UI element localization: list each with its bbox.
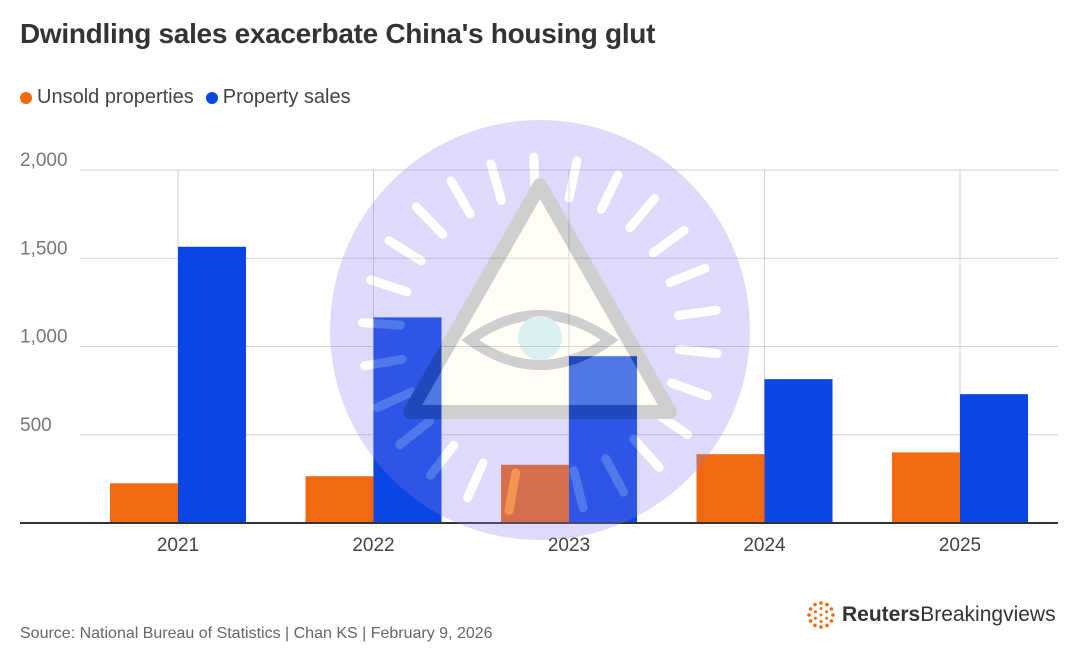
y-tick-label: 2,000 bbox=[20, 150, 68, 171]
legend-item-sales: Property sales bbox=[205, 86, 351, 109]
bar-sales-2025 bbox=[960, 394, 1028, 523]
legend: Unsold properties Property sales bbox=[20, 86, 363, 109]
reuters-breakingviews-logo: Reuters Breakingviews bbox=[806, 600, 1056, 630]
bar-unsold-2023 bbox=[501, 464, 569, 523]
source-note: Source: National Bureau of Statistics | … bbox=[20, 625, 493, 642]
legend-item-unsold: Unsold properties bbox=[20, 86, 194, 109]
bar-sales-2021 bbox=[178, 246, 246, 523]
bar-unsold-2021 bbox=[110, 483, 178, 523]
bar-unsold-2025 bbox=[892, 452, 960, 523]
reuters-dot-ring-icon bbox=[807, 601, 835, 629]
bar-unsold-2024 bbox=[696, 454, 765, 523]
bar-sales-2022 bbox=[373, 317, 442, 523]
x-tick-label: 2024 bbox=[743, 535, 786, 556]
bar-sales-2024 bbox=[764, 379, 833, 523]
legend-label-unsold: Unsold properties bbox=[37, 86, 194, 108]
y-tick-label: 500 bbox=[20, 415, 52, 436]
logo-sub: Breakingviews bbox=[920, 603, 1056, 626]
legend-label-sales: Property sales bbox=[222, 86, 351, 108]
x-tick-label: 2021 bbox=[157, 535, 199, 556]
y-tick-label: 1,500 bbox=[20, 238, 68, 259]
bar-sales-2023 bbox=[569, 356, 637, 523]
x-tick-label: 2023 bbox=[548, 535, 590, 556]
legend-dot-sales bbox=[205, 91, 218, 104]
logo-brand: Reuters bbox=[842, 603, 921, 626]
eye-of-providence-icon bbox=[330, 120, 750, 540]
x-tick-label: 2025 bbox=[939, 535, 981, 556]
legend-dot-unsold bbox=[20, 91, 32, 104]
x-tick-label: 2022 bbox=[352, 535, 394, 556]
bar-unsold-2022 bbox=[305, 476, 374, 523]
chart-title: Dwindling sales exacerbate China's housi… bbox=[20, 18, 656, 49]
y-tick-label: 1,000 bbox=[20, 327, 68, 348]
